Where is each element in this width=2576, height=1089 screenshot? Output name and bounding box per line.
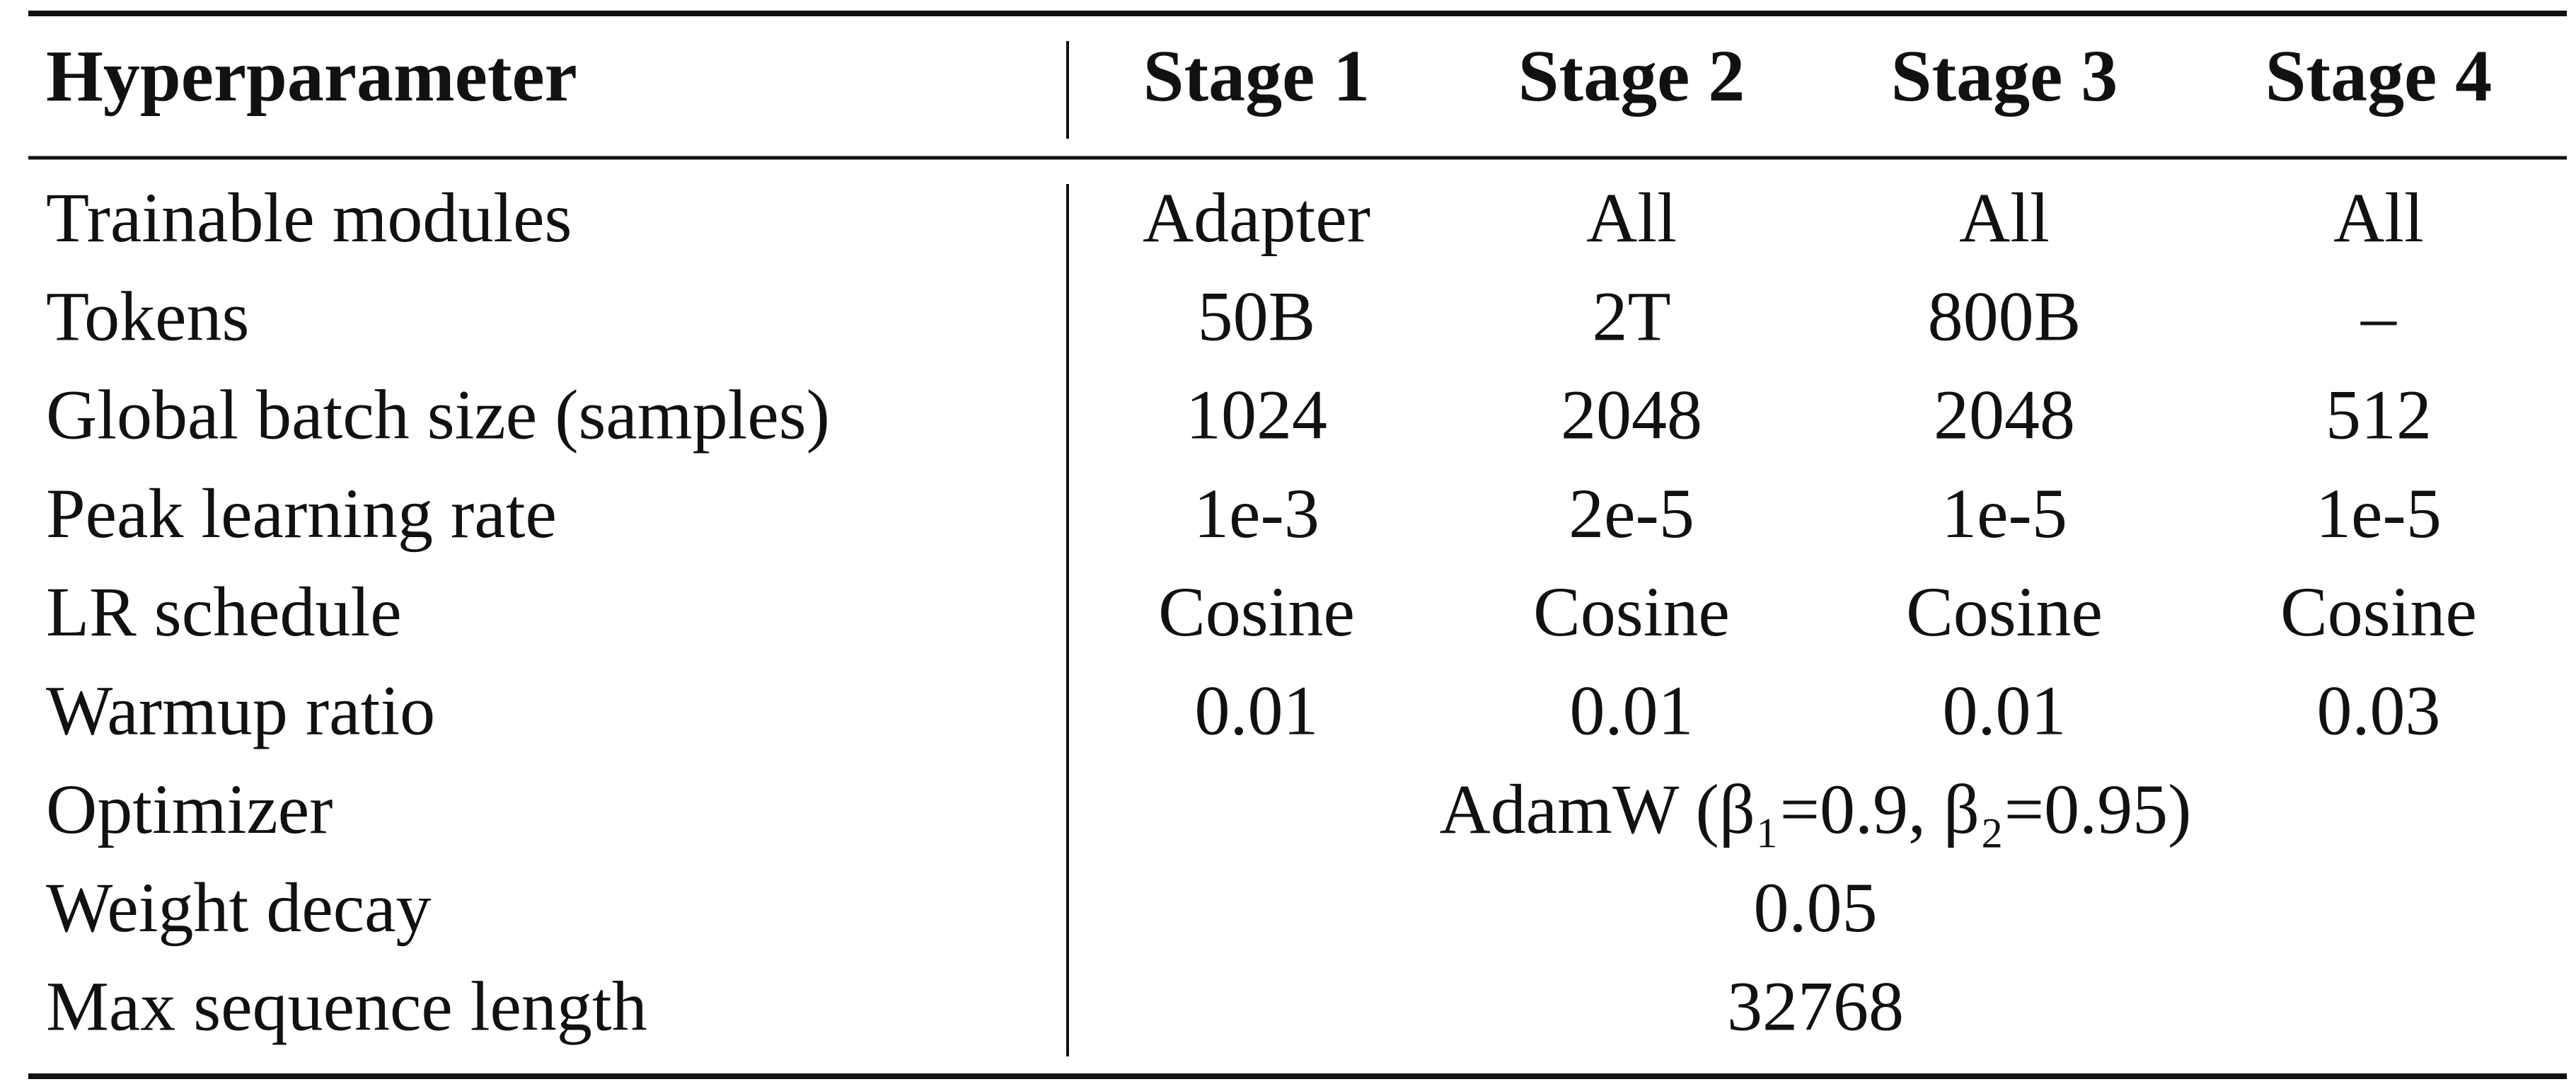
cell: 1024 <box>1186 376 1327 454</box>
cell: 1e-5 <box>2316 474 2442 553</box>
row-label: Weight decay <box>46 868 431 947</box>
cell: Cosine <box>1158 572 1355 651</box>
cell: 0.01 <box>1195 671 1319 749</box>
row-label: Optimizer <box>46 770 333 848</box>
header-cell: Stage 3 <box>1891 35 2118 117</box>
cell: All <box>2333 178 2424 257</box>
cell: 2T <box>1592 277 1670 355</box>
cell: All <box>1959 178 2050 257</box>
cell: Cosine <box>2280 572 2477 651</box>
cell: Adapter <box>1143 178 1370 257</box>
row-label: Trainable modules <box>46 178 572 257</box>
cell: 32768 <box>1727 967 1904 1045</box>
row-label: Tokens <box>46 277 249 355</box>
cell: All <box>1586 178 1677 257</box>
cell: 0.05 <box>1754 868 1878 947</box>
cell: 50B <box>1198 277 1316 355</box>
cell: 0.01 <box>1570 671 1694 749</box>
header-cell: Stage 4 <box>2265 35 2493 117</box>
header-cell: Hyperparameter <box>46 35 577 117</box>
cell: 1e-5 <box>1941 474 2067 553</box>
cell: 800B <box>1928 277 2081 355</box>
header-cell: Stage 2 <box>1518 35 1745 117</box>
cell: AdamW (β₁=0.9, β₂=0.95) <box>1440 770 2192 848</box>
cell: 512 <box>2326 376 2432 454</box>
row-label: Peak learning rate <box>46 474 557 553</box>
row-label: Warmup ratio <box>46 671 435 749</box>
cell: 2e-5 <box>1569 474 1694 553</box>
row-label: LR schedule <box>46 572 402 651</box>
cell: Cosine <box>1906 572 2103 651</box>
cell: 0.01 <box>1943 671 2067 749</box>
cell: 0.03 <box>2317 671 2441 749</box>
row-label: Max sequence length <box>46 967 647 1045</box>
header-cell: Stage 1 <box>1143 35 1370 117</box>
cell: Cosine <box>1533 572 1730 651</box>
cell: 2048 <box>1934 376 2075 454</box>
row-label: Global batch size (samples) <box>46 376 830 454</box>
cell: 2048 <box>1561 376 1702 454</box>
cell: 1e-3 <box>1194 474 1319 553</box>
cell: – <box>2360 277 2397 355</box>
